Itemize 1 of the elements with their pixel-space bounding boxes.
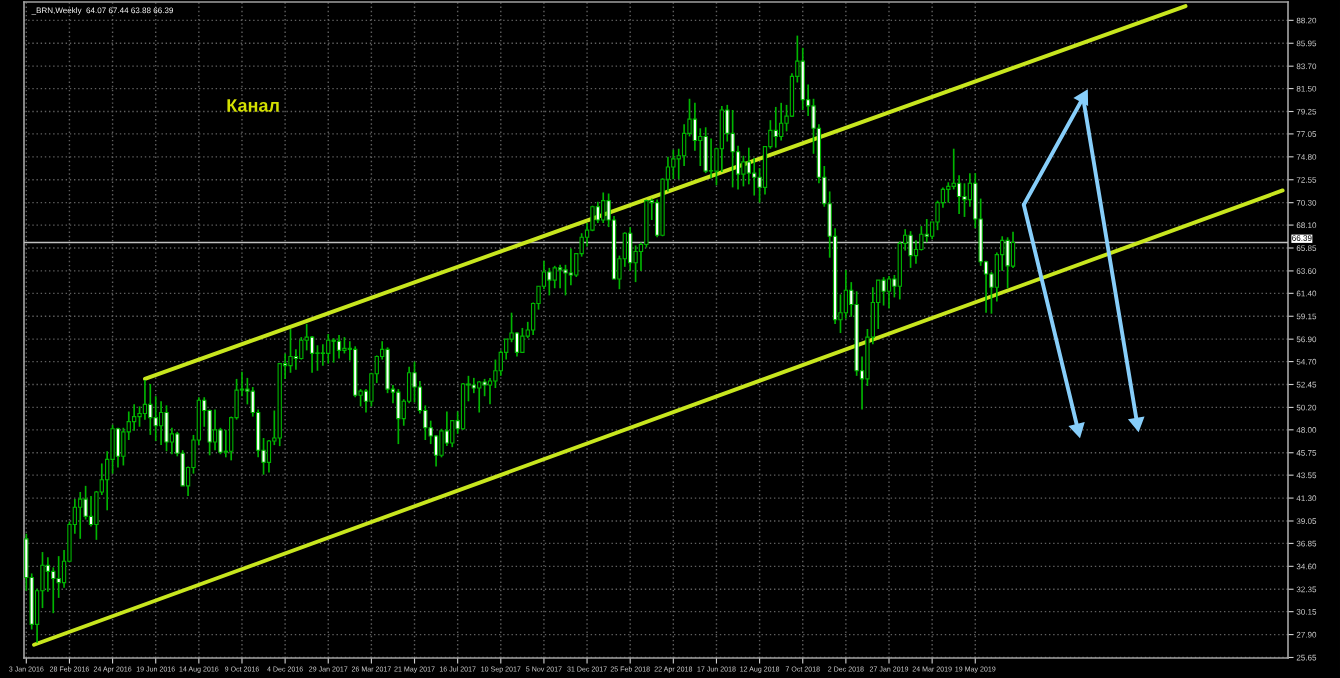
annotation: Канал — [227, 99, 279, 112]
